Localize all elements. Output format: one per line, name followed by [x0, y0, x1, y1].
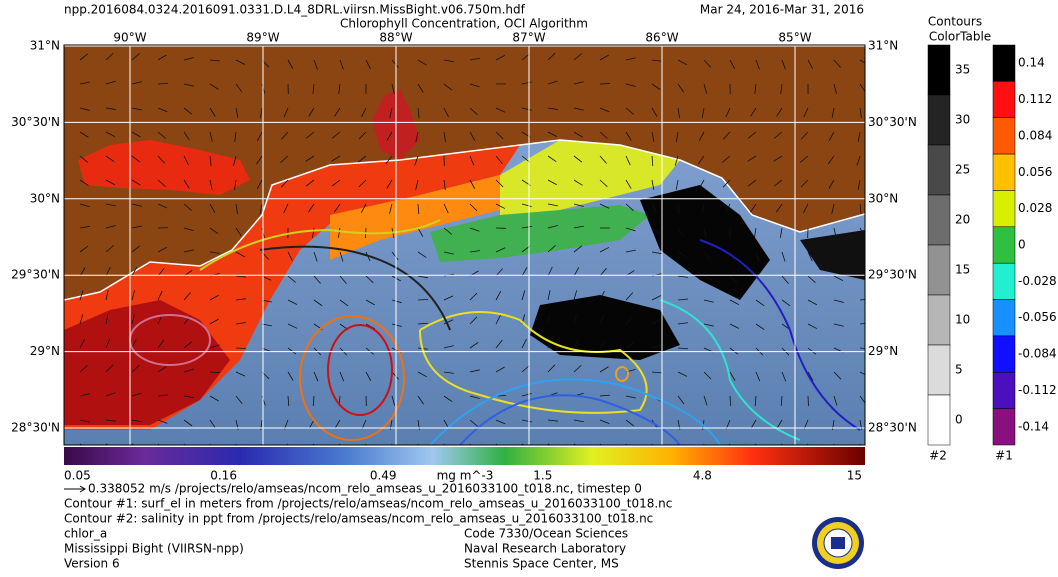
legend-label: 10: [955, 313, 970, 327]
lon-label: 86°W: [645, 31, 678, 45]
legend-label: 0.084: [1018, 128, 1052, 142]
logo: [812, 517, 864, 569]
logo-shield: [831, 537, 845, 549]
legend-swatch: [993, 263, 1015, 299]
legend-title: Contours: [928, 15, 982, 29]
lat-label: 31°N: [868, 39, 898, 53]
contour-table-2: 35 30 25 20 15 10 5 0: [928, 45, 970, 445]
lat-label: 29°30'N: [11, 268, 60, 282]
legend-swatch: [993, 118, 1015, 154]
legend-label: 20: [955, 213, 970, 227]
vector: [210, 372, 220, 373]
lat-label: 30°N: [30, 191, 60, 205]
legend-swatch: [928, 145, 950, 195]
lat-label: 30°30'N: [11, 115, 60, 129]
legend-swatch: [993, 154, 1015, 190]
legend-label: 35: [955, 63, 970, 77]
legend-label: 0.112: [1018, 92, 1052, 106]
legend-swatch: [928, 95, 950, 145]
legend-label: 0.14: [1018, 56, 1045, 70]
lat-label: 31°N: [30, 39, 60, 53]
table-name: #2: [929, 449, 947, 463]
map-title: Chlorophyll Concentration, OCI Algorithm: [340, 17, 588, 31]
lat-label: 28°30'N: [868, 421, 917, 435]
footer-line: Code 7330/Ocean Sciences: [464, 527, 628, 541]
footer-line: Version 6: [64, 557, 120, 571]
footer-line: Mississippi Bight (VIIRSN-npp): [64, 542, 244, 556]
legend-swatch: [993, 45, 1015, 81]
vector: [808, 396, 809, 406]
lon-label: 85°W: [778, 31, 811, 45]
legend-swatch: [993, 372, 1015, 408]
legend-title: ColorTable: [929, 30, 991, 44]
legend-swatch: [928, 395, 950, 445]
contour-note: Contour #2: salinity in ppt from /projec…: [64, 512, 653, 526]
legend-swatch: [993, 409, 1015, 445]
legend-swatch: [993, 190, 1015, 226]
colorbar-label: 1.5: [533, 469, 552, 483]
colorbar-label: 15: [847, 469, 862, 483]
colorbar-label: 0.16: [210, 469, 237, 483]
file-name: npp.2016084.0324.2016091.0331.D.L4_8DRL.…: [64, 3, 526, 17]
legend-swatch: [993, 81, 1015, 117]
legend-label: -0.112: [1018, 383, 1057, 397]
lat-label: 30°N: [868, 191, 898, 205]
map-image: [64, 45, 870, 454]
legend-label: -0.084: [1018, 347, 1057, 361]
colorbar-label: 4.8: [693, 469, 712, 483]
colorbar-label: 0.05: [64, 469, 91, 483]
table-name: #1: [995, 449, 1013, 463]
legend-label: 5: [955, 363, 963, 377]
legend-label: -0.14: [1018, 419, 1049, 433]
legend-label: 25: [955, 163, 970, 177]
lon-label: 88°W: [379, 31, 412, 45]
footer-line: Naval Research Laboratory: [464, 542, 626, 556]
lat-label: 29°30'N: [868, 268, 917, 282]
legend-label: 15: [955, 263, 970, 277]
legend-swatch: [928, 195, 950, 245]
contour-table-1: 0.14 0.112 0.084 0.056 0.028 0 -0.028 -0.056 -0.…: [993, 45, 1057, 445]
legend-swatch: [993, 336, 1015, 372]
lat-label: 30°30'N: [868, 115, 917, 129]
legend-label: 0.028: [1018, 201, 1052, 215]
lon-label: 90°W: [113, 31, 146, 45]
footer-line: chlor_a: [64, 527, 107, 541]
legend-swatch: [928, 295, 950, 345]
date-range: Mar 24, 2016-Mar 31, 2016: [700, 3, 864, 17]
footer-line: Stennis Space Center, MS: [464, 557, 619, 571]
colorbar-label: 0.49: [370, 469, 397, 483]
lat-label: 29°N: [30, 344, 60, 358]
legend-label: -0.028: [1018, 274, 1057, 288]
lon-label: 89°W: [246, 31, 279, 45]
legend-label: 0: [955, 413, 963, 427]
legend-swatch: [928, 345, 950, 395]
legend-label: 0.056: [1018, 165, 1052, 179]
legend-swatch: [993, 300, 1015, 336]
colorbar: [64, 447, 865, 465]
lon-label: 87°W: [512, 31, 545, 45]
colorbar-unit: mg m^-3: [437, 469, 494, 483]
legend-label: -0.056: [1018, 310, 1057, 324]
contour-note: Contour #1: surf_el in meters from /proj…: [64, 497, 672, 511]
legend-swatch: [993, 227, 1015, 263]
vector: [418, 299, 428, 300]
legend-label: 0: [1018, 238, 1026, 252]
lat-label: 29°N: [868, 344, 898, 358]
vector-note: 0.338052 m/s /projects/relo/amseas/ncom_…: [88, 482, 642, 496]
lat-label: 28°30'N: [11, 421, 60, 435]
legend-swatch: [928, 245, 950, 295]
legend-label: 30: [955, 113, 970, 127]
legend-swatch: [928, 45, 950, 95]
